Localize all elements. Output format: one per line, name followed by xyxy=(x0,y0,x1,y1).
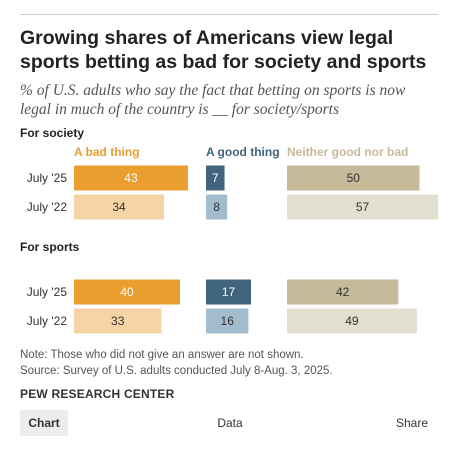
tab-data[interactable]: Data xyxy=(217,416,243,430)
notes: Note: Those who did not give an answer a… xyxy=(20,347,430,379)
bar-neither xyxy=(287,194,439,220)
bar-neither xyxy=(287,308,417,334)
data-label: 57 xyxy=(356,200,370,214)
bar-good xyxy=(206,308,249,334)
group-label: For society xyxy=(20,126,84,140)
row-label: July '25 xyxy=(27,171,68,185)
top-rule xyxy=(20,14,438,15)
bar-good xyxy=(206,194,228,220)
bar-bad xyxy=(74,165,188,191)
group-label: For sports xyxy=(20,240,80,254)
data-label: 17 xyxy=(222,285,236,299)
source-text: Source: Survey of U.S. adults conducted … xyxy=(20,365,333,377)
row-label: July '22 xyxy=(27,314,68,328)
row-label: July '22 xyxy=(27,200,68,214)
bar-bad xyxy=(74,194,165,220)
data-label: 42 xyxy=(336,285,350,299)
data-label: 8 xyxy=(213,200,220,214)
data-label: 34 xyxy=(112,200,126,214)
note-text: Note: Those who did not give an answer a… xyxy=(20,349,304,361)
data-label: 7 xyxy=(212,171,219,185)
bar-good xyxy=(206,279,252,305)
data-label: 40 xyxy=(120,285,134,299)
legend-good: A good thing xyxy=(206,145,280,159)
data-label: 43 xyxy=(124,171,138,185)
bar-good xyxy=(206,165,225,191)
data-label: 50 xyxy=(347,171,361,185)
legend-neither: Neither good nor bad xyxy=(287,145,408,159)
legend-bad: A bad thing xyxy=(74,145,140,159)
data-label: 33 xyxy=(111,314,125,328)
org-name: PEW RESEARCH CENTER xyxy=(20,387,175,401)
tab-chart[interactable]: Chart xyxy=(20,410,68,436)
bar-bad xyxy=(74,308,162,334)
chart-area: A bad thing A good thing Neither good nor … xyxy=(20,126,439,334)
bar-bad xyxy=(74,279,180,305)
row-label: July '25 xyxy=(27,285,68,299)
data-label: 49 xyxy=(345,314,359,328)
tab-share[interactable]: Share xyxy=(395,416,428,430)
chart-title: Growing shares of Americans view legal s… xyxy=(20,27,427,73)
bar-neither xyxy=(287,279,399,305)
chart-subtitle: % of U.S. adults who say the fact that b… xyxy=(20,82,406,118)
data-label: 16 xyxy=(221,314,235,328)
bar-neither xyxy=(287,165,420,191)
tab-bar: Chart Data Share xyxy=(20,410,438,436)
